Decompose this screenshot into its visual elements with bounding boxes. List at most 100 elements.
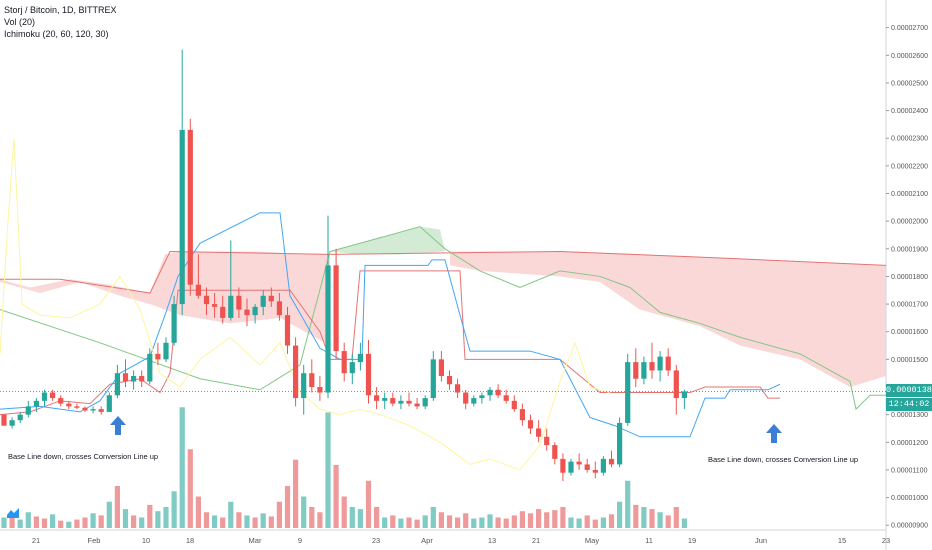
- candle-body: [147, 353, 153, 382]
- candle-body: [122, 373, 129, 382]
- volume-bar: [625, 480, 631, 528]
- x-tick-label: 23: [882, 536, 890, 545]
- volume-bar: [584, 515, 590, 528]
- candle-body: [649, 362, 655, 371]
- symbol-title[interactable]: Storj / Bitcoin, 1D, BITTREX: [4, 5, 117, 15]
- volume-bar: [82, 517, 88, 528]
- volume-bar: [244, 515, 250, 528]
- candle-body: [179, 129, 185, 305]
- volume-bar: [171, 491, 177, 528]
- annotation-left[interactable]: Base Line down, crosses Conversion Line …: [8, 452, 159, 461]
- candle-body: [9, 420, 15, 426]
- y-tick-label: 0.00002300: [891, 136, 928, 143]
- annotation-right[interactable]: Base Line down, crosses Conversion Line …: [708, 455, 859, 464]
- candle-body: [187, 129, 193, 285]
- candle-body: [74, 406, 80, 408]
- candle-body: [114, 373, 120, 396]
- volume-bar: [33, 516, 39, 528]
- volume-bar: [114, 486, 120, 528]
- candle-body: [446, 375, 453, 385]
- candle-body: [552, 445, 558, 459]
- candle-body: [463, 392, 469, 404]
- x-tick-label: 18: [186, 536, 194, 545]
- volume-bar: [519, 511, 525, 528]
- candle-body: [90, 409, 96, 411]
- volume-bar: [438, 512, 444, 528]
- x-tick-label: 15: [838, 536, 846, 545]
- volume-bar: [665, 515, 671, 528]
- volume-indicator-label[interactable]: Vol (20): [4, 17, 36, 27]
- y-tick-label: 0.00001900: [891, 246, 928, 253]
- ichimoku-cloud-bull: [330, 226, 445, 255]
- volume-bar: [74, 519, 80, 528]
- x-tick-label: 11: [645, 536, 653, 545]
- volume-bar: [195, 496, 201, 528]
- volume-bar: [50, 514, 56, 528]
- candle-body: [560, 458, 566, 473]
- x-tick-label: May: [585, 536, 599, 545]
- ichimoku-span-b: [0, 251, 887, 294]
- volume-bar: [1, 517, 7, 528]
- volume-bar: [220, 517, 226, 528]
- candle-body: [41, 392, 48, 401]
- candle-body: [260, 295, 266, 307]
- y-tick-label: 0.00001600: [891, 329, 928, 336]
- y-tick-label: 0.00001000: [891, 495, 928, 502]
- x-tick-label: 9: [298, 536, 302, 545]
- y-tick-label: 0.00002000: [891, 219, 928, 226]
- candle-body: [374, 395, 380, 401]
- y-tick-label: 0.00001800: [891, 274, 928, 281]
- volume-bar: [617, 501, 623, 528]
- volume-bar: [536, 509, 542, 528]
- candle-body: [317, 387, 323, 393]
- volume-bar: [495, 517, 501, 528]
- volume-bar: [41, 518, 48, 528]
- volume-bar: [357, 509, 363, 528]
- volume-bar: [487, 514, 493, 528]
- volume-bar: [560, 507, 566, 528]
- candle-body: [25, 406, 31, 415]
- volume-bar: [552, 510, 558, 528]
- candle-body: [382, 398, 388, 401]
- x-tick-label: 13: [488, 536, 496, 545]
- volume-bar: [390, 515, 396, 528]
- volume-bar: [66, 521, 72, 528]
- ichimoku-cloud-bear-left: [0, 251, 330, 346]
- candle-body: [527, 420, 534, 429]
- y-tick-label: 0.00002500: [891, 80, 928, 87]
- volume-bar: [422, 515, 428, 528]
- candle-body: [519, 409, 525, 421]
- candle-body: [284, 315, 291, 346]
- y-tick-label: 0.00002600: [891, 53, 928, 60]
- x-tick-label: 10: [142, 536, 150, 545]
- candle-body: [576, 461, 582, 465]
- candle-body: [430, 359, 436, 399]
- volume-bar: [98, 515, 104, 528]
- volume-bar: [131, 515, 137, 528]
- volume-bar: [681, 518, 687, 528]
- y-tick-label: 0.00000900: [891, 523, 928, 530]
- candle-body: [414, 403, 420, 407]
- x-tick-label: 21: [32, 536, 40, 545]
- volume-bar: [406, 517, 412, 528]
- volume-bar: [276, 501, 282, 528]
- candle-body: [131, 375, 137, 382]
- tradingview-logo-icon[interactable]: [6, 506, 20, 520]
- candle-body: [592, 469, 598, 473]
- volume-bar: [17, 519, 23, 528]
- volume-bar: [608, 514, 615, 528]
- candle-body: [544, 436, 550, 446]
- volume-bar: [25, 512, 31, 528]
- candle-body: [511, 400, 517, 410]
- candle-body: [633, 362, 639, 379]
- candle-body: [479, 395, 485, 399]
- volume-bar: [511, 515, 517, 528]
- y-tick-label: 0.00001300: [891, 412, 928, 419]
- y-tick-label: 0.00001100: [891, 467, 928, 474]
- arrow-up-icon-left: [110, 416, 126, 435]
- y-tick-label: 0.00002200: [891, 163, 928, 170]
- ichimoku-indicator-label[interactable]: Ichimoku (20, 60, 120, 30): [4, 29, 109, 39]
- candle-body: [665, 356, 671, 371]
